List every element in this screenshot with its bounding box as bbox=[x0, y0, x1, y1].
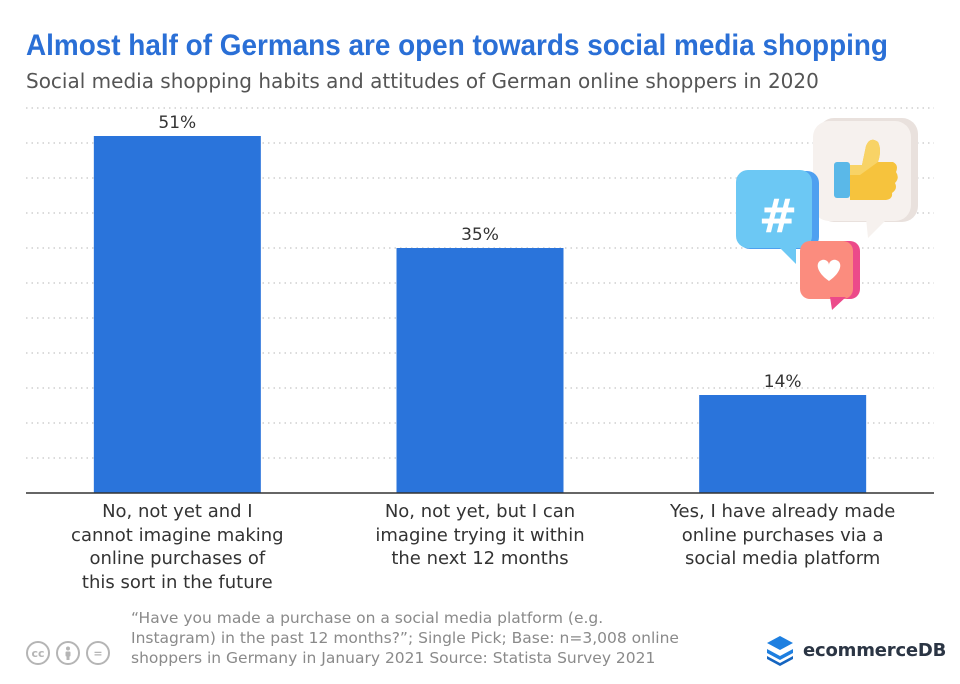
bar bbox=[93, 136, 261, 493]
x-tick-label-line: Yes, I have already made bbox=[669, 501, 896, 522]
bars bbox=[93, 136, 867, 493]
bar bbox=[699, 395, 867, 493]
data-label: 35% bbox=[461, 225, 499, 245]
x-tick-label-line: online purchases via a bbox=[681, 524, 884, 546]
x-tick-label-line: the next 12 months bbox=[391, 548, 569, 569]
x-tick-label-line: imagine trying it within bbox=[375, 524, 585, 546]
hashtag-icon: # bbox=[736, 170, 819, 264]
x-tick-label-line: No, not yet, but I can bbox=[384, 501, 576, 522]
attribution-icon[interactable] bbox=[56, 641, 80, 665]
heart-icon bbox=[800, 241, 860, 310]
ecommercedb-logo-icon bbox=[767, 636, 793, 666]
x-tick-label-line: cannot imagine making bbox=[71, 524, 284, 546]
data-label: 14% bbox=[764, 372, 802, 392]
chart-subtitle: Social media shopping habits and attitud… bbox=[26, 69, 819, 93]
thumbs-up-icon bbox=[813, 118, 918, 238]
brand-logo[interactable]: ecommerceDB bbox=[765, 634, 946, 666]
footnote-line: “Have you made a purchase on a social me… bbox=[131, 609, 604, 627]
footnote: “Have you made a purchase on a social me… bbox=[131, 608, 731, 668]
x-tick-label-line: this sort in the future bbox=[81, 571, 273, 593]
x-tick-label-line: online purchases of bbox=[89, 548, 266, 569]
bar bbox=[396, 248, 564, 493]
no-derivatives-icon[interactable]: = bbox=[86, 641, 110, 665]
x-tick-label: No, not yet, but I can imagine trying it … bbox=[355, 500, 605, 571]
x-tick-label-line: No, not yet and I bbox=[102, 501, 253, 522]
footnote-line: shoppers in Germany in January 2021 Sour… bbox=[131, 649, 656, 667]
data-label: 51% bbox=[158, 113, 196, 133]
license-icons: cc = bbox=[26, 641, 110, 665]
x-tick-label-line: social media platform bbox=[685, 548, 881, 569]
x-tick-label: Yes, I have already made online purchases… bbox=[658, 500, 908, 571]
svg-text:#: # bbox=[759, 189, 798, 243]
brand-name: ecommerceDB bbox=[803, 639, 947, 661]
cc-icon[interactable]: cc bbox=[26, 641, 50, 665]
chart-title: Almost half of Germans are open towards … bbox=[26, 29, 888, 62]
social-media-illustration: # bbox=[736, 118, 918, 310]
footnote-line: Instagram) in the past 12 months?”; Sing… bbox=[131, 629, 679, 647]
data-labels: 51% 35% 14% bbox=[158, 113, 801, 392]
